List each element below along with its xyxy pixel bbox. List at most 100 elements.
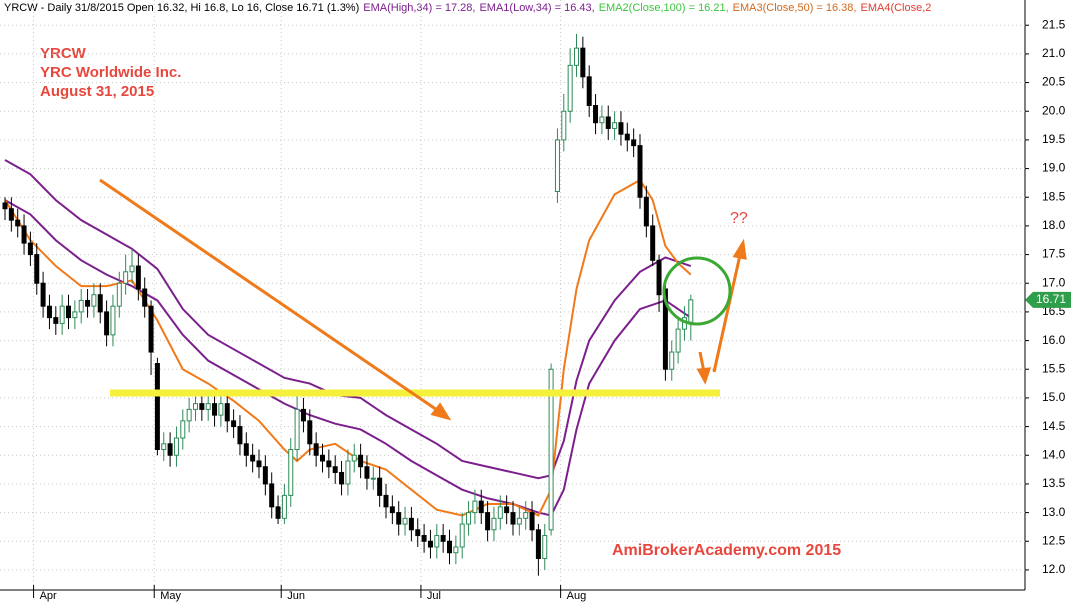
candle-body: [243, 443, 249, 456]
candle-body: [205, 403, 211, 410]
y-tick-label: 19.0: [1042, 161, 1066, 175]
candle-body: [294, 408, 300, 451]
candle-body: [320, 454, 325, 462]
trend-arrow: [712, 254, 742, 373]
y-tick-label: 19.5: [1042, 132, 1066, 146]
header-part: EMA3(Close,50) = 16.38,: [733, 2, 857, 14]
candle-body: [40, 282, 46, 307]
candle-body: [123, 271, 129, 284]
candle-body: [523, 512, 529, 519]
x-tick-label: Jun: [287, 590, 305, 602]
candle-body: [167, 443, 173, 456]
candle-body: [624, 133, 630, 141]
y-tick-label: 14.5: [1042, 419, 1066, 433]
candle-body: [2, 202, 8, 210]
y-tick-label: 12.5: [1042, 533, 1066, 547]
candle-body: [599, 116, 605, 124]
candle-body: [472, 500, 478, 514]
candle-body: [97, 294, 103, 313]
candle-body: [142, 288, 148, 307]
ema-line: [4, 159, 692, 480]
candle-body: [440, 535, 446, 542]
highlight-circle: [662, 256, 732, 326]
x-tick-label: Aug: [567, 590, 587, 602]
candle-body: [78, 299, 84, 313]
candle-body: [631, 139, 637, 147]
candle-body: [212, 403, 218, 416]
candle-body: [110, 305, 116, 336]
annotation: AmiBrokerAcademy.com 2015: [612, 542, 841, 559]
y-tick-label: 14.0: [1042, 447, 1066, 461]
candle-body: [516, 517, 522, 525]
candle-body: [21, 225, 27, 244]
candle-body: [542, 535, 548, 559]
header-part: EMA1(Low,34) = 16.43,: [479, 2, 594, 14]
candle-body: [281, 494, 287, 519]
y-tick-label: 18.5: [1042, 189, 1066, 203]
candle-body: [300, 408, 306, 422]
header-part: EMA4(Close,2: [860, 2, 931, 14]
header-part: YRCW - Daily 31/8/2015 Open 16.32, Hi 16…: [4, 2, 359, 14]
title-line: August 31, 2015: [40, 83, 154, 100]
candle-body: [161, 443, 167, 451]
candle-body: [91, 294, 97, 307]
candle-body: [434, 535, 440, 548]
candle-body: [510, 512, 516, 525]
title-line: YRCW: [40, 45, 87, 62]
y-tick-label: 17.5: [1042, 247, 1066, 261]
candle-body: [637, 145, 643, 198]
candle-body: [85, 299, 91, 307]
arrow-head: [430, 402, 452, 421]
candle-body: [389, 506, 395, 514]
candle-body: [154, 363, 160, 451]
candle-body: [59, 305, 65, 324]
candle-body: [339, 471, 345, 485]
candle-body: [370, 477, 376, 480]
candle-body: [535, 529, 541, 559]
y-tick-label: 16.0: [1042, 333, 1066, 347]
candle-body: [358, 454, 364, 468]
candle-body: [237, 426, 243, 445]
ema-line: [4, 178, 692, 517]
arrow-head: [696, 367, 712, 385]
candle-body: [307, 420, 313, 445]
candle-body: [364, 466, 370, 479]
candle-body: [478, 500, 484, 514]
candle-body: [173, 437, 179, 456]
candle-body: [396, 512, 402, 525]
candle-body: [402, 517, 408, 525]
candle-body: [643, 196, 649, 227]
candle-body: [345, 460, 351, 485]
candle-body: [554, 139, 560, 193]
y-tick-label: 18.0: [1042, 218, 1066, 232]
y-tick-label: 15.5: [1042, 361, 1066, 375]
candle-body: [34, 254, 40, 284]
candle-body: [574, 47, 579, 66]
candle-body: [15, 219, 21, 227]
y-tick-label: 21.0: [1042, 46, 1066, 60]
candle-body: [586, 76, 592, 107]
candle-body: [199, 403, 205, 410]
candle-body: [548, 368, 554, 531]
candle-body: [675, 328, 681, 353]
candle-body: [383, 494, 389, 508]
x-tick-label: Apr: [40, 590, 57, 602]
x-tick-label: Jul: [427, 590, 441, 602]
candle-body: [618, 122, 624, 135]
candle-body: [453, 546, 459, 554]
candle-body: [288, 449, 294, 496]
annotation: ??: [730, 210, 748, 227]
y-tick-label: 13.0: [1042, 505, 1066, 519]
last-price-box: [1025, 291, 1071, 308]
y-tick-label: 13.5: [1042, 476, 1066, 490]
candle-body: [72, 311, 78, 319]
candle-body: [529, 512, 535, 531]
candle-body: [377, 477, 383, 496]
candle-body: [8, 208, 14, 221]
candle-body: [66, 305, 71, 319]
drawings: [99, 178, 747, 421]
candle-body: [313, 443, 319, 456]
